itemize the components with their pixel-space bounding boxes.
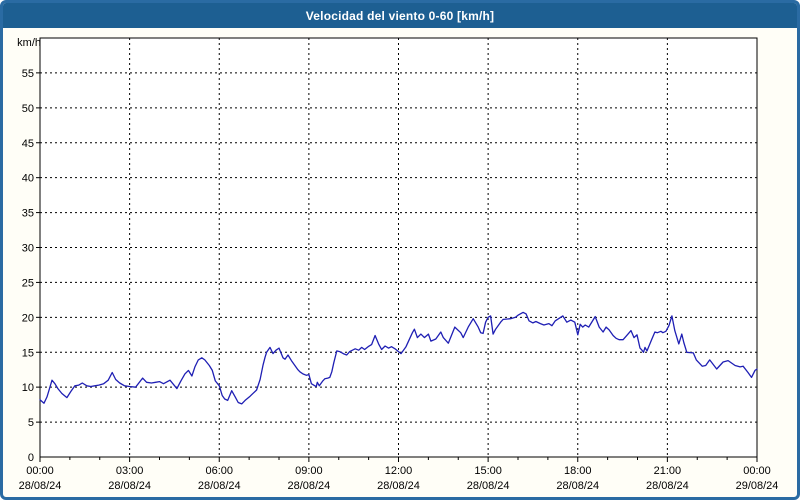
y-tick-label: 5: [28, 417, 34, 429]
chart-title: Velocidad del viento 0-60 [km/h]: [305, 8, 495, 23]
x-tick-time-label: 06:00: [205, 465, 233, 477]
x-tick-date-label: 28/08/24: [287, 480, 330, 492]
x-tick-date-label: 28/08/24: [467, 480, 510, 492]
x-tick-time-label: 00:00: [26, 465, 54, 477]
y-tick-label: 10: [22, 382, 34, 394]
wind-speed-chart: 0 5 10 15 20 25 30 35 40 45 50 55 km/h 00:00 28/08/24 0…: [17, 37, 779, 492]
wind-speed-line: [39, 311, 758, 405]
x-tick-date-label: 29/08/24: [736, 480, 779, 492]
plot-border: [39, 37, 758, 458]
y-tick-label: 45: [22, 138, 34, 150]
x-tick-time-label: 00:00: [743, 465, 771, 477]
x-tick-time-label: 21:00: [654, 465, 682, 477]
x-tick-date-label: 28/08/24: [198, 480, 241, 492]
y-tick-label: 50: [22, 103, 34, 115]
y-tick-label: 0: [28, 452, 34, 464]
x-tick-time-label: 15:00: [474, 465, 502, 477]
x-tick-date-label: 28/08/24: [19, 480, 62, 492]
y-unit-label: km/h: [17, 37, 41, 49]
x-tick-date-label: 28/08/24: [556, 480, 599, 492]
x-tick-date-label: 28/08/24: [646, 480, 689, 492]
y-tick-label: 20: [22, 312, 34, 324]
chart-area: 0 5 10 15 20 25 30 35 40 45 50 55 km/h 00:00 28/08/24 0…: [3, 28, 797, 497]
y-tick-label: 30: [22, 243, 34, 255]
x-tick-time-label: 03:00: [116, 465, 144, 477]
x-tick-date-label: 28/08/24: [108, 480, 151, 492]
y-tick-label: 25: [22, 277, 34, 289]
y-tick-label: 55: [22, 68, 34, 80]
y-tick-label: 35: [22, 208, 34, 220]
x-tick-time-label: 12:00: [385, 465, 413, 477]
y-tick-label: 15: [22, 347, 34, 359]
x-tick-date-label: 28/08/24: [377, 480, 420, 492]
x-tick-time-label: 18:00: [564, 465, 592, 477]
y-tick-label: 40: [22, 173, 34, 185]
x-tick-time-label: 09:00: [295, 465, 323, 477]
title-bar: Velocidad del viento 0-60 [km/h]: [3, 3, 797, 28]
